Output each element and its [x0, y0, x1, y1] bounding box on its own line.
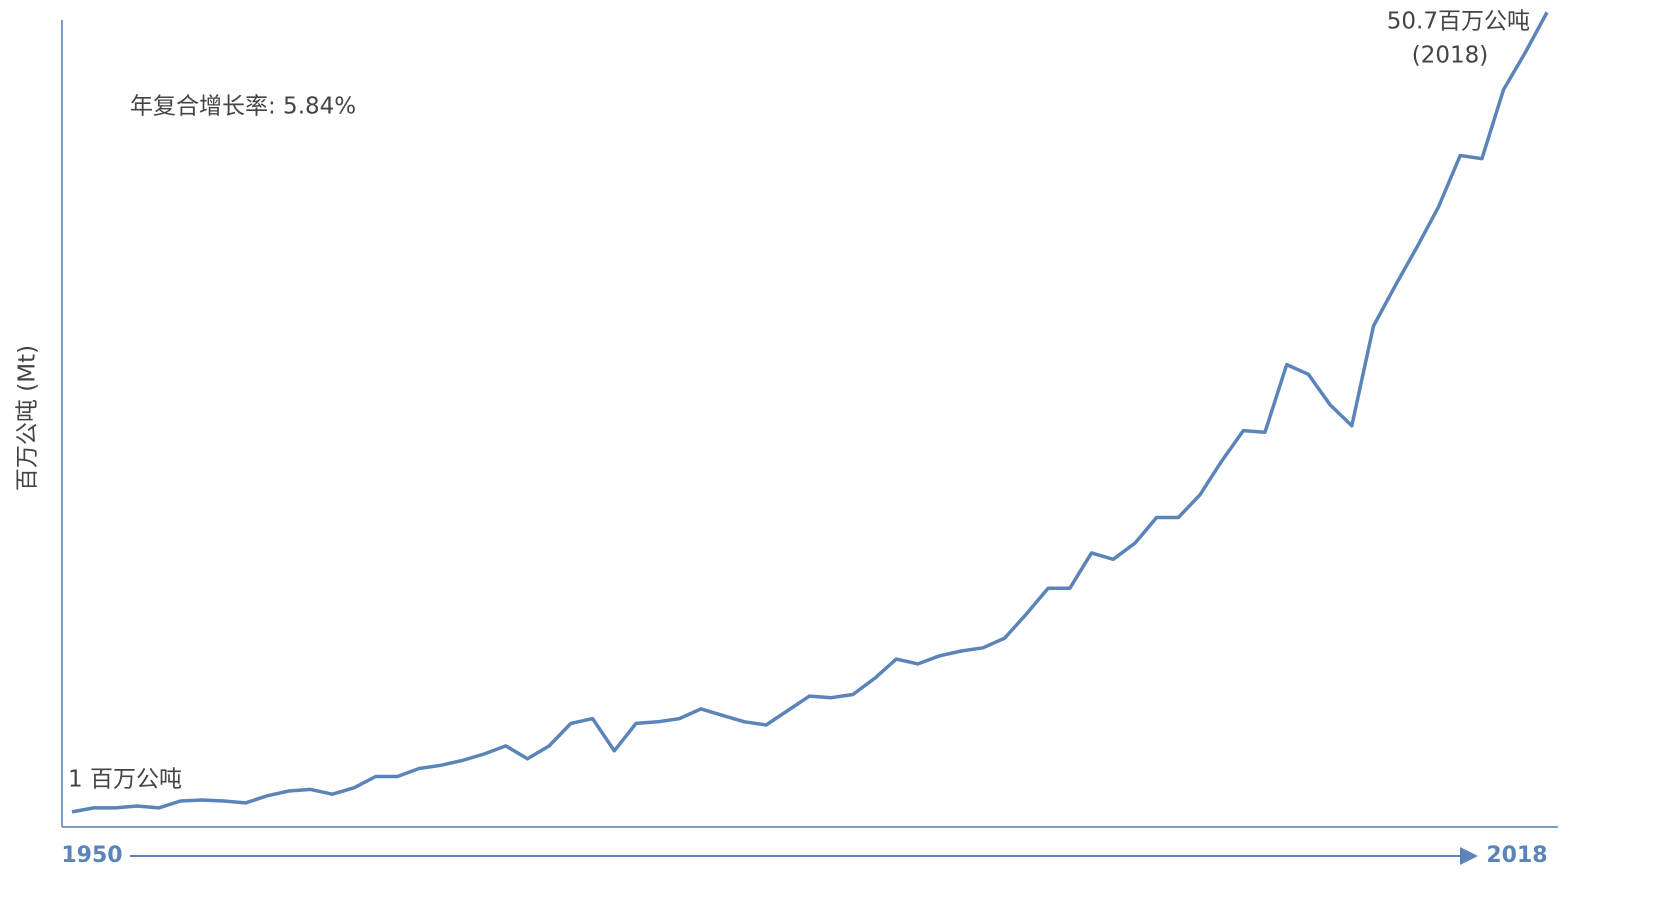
cagr-annotation: 年复合增长率: 5.84%: [130, 94, 356, 120]
data-line: [71, 11, 1549, 814]
x-tick-label: 2018: [1486, 843, 1547, 868]
arrow-head: [1460, 847, 1478, 865]
y-axis-label: 百万公吨 (Mt): [15, 345, 41, 491]
start-annotation: 1 百万公吨: [68, 767, 182, 793]
x-tick-label: 1950: [61, 843, 122, 868]
end-year-annotation: (2018): [1412, 43, 1488, 69]
end-annotation: 50.7百万公吨: [1387, 9, 1530, 35]
